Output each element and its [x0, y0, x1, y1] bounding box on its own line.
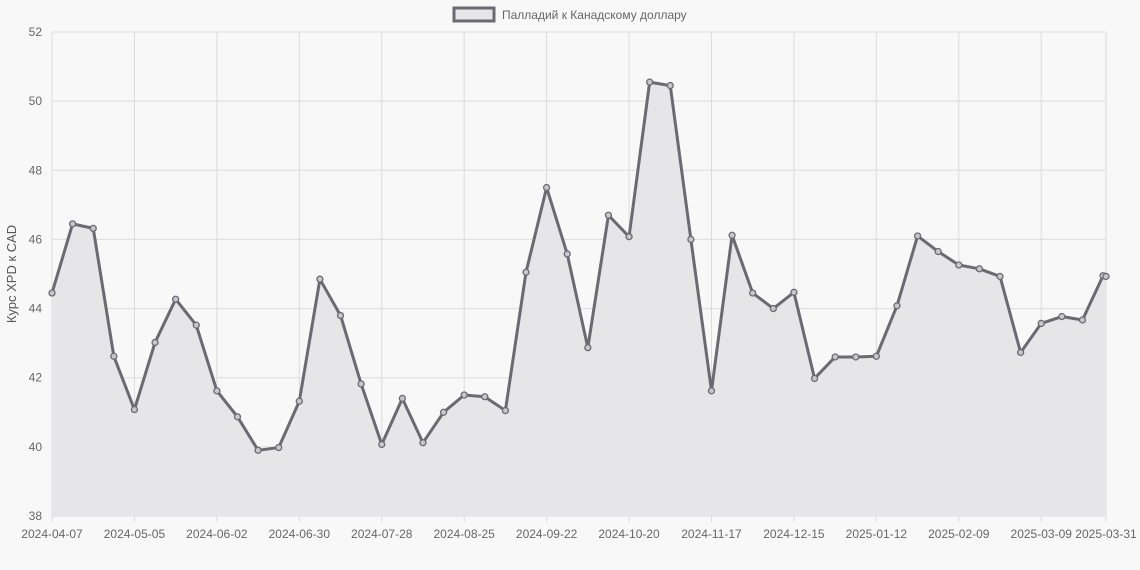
- data-point[interactable]: [913, 232, 922, 240]
- x-tick-label: 2025-03-31: [1075, 527, 1137, 541]
- y-tick-label: 52: [29, 25, 43, 39]
- y-tick-label: 38: [29, 509, 43, 523]
- data-point[interactable]: [584, 343, 592, 352]
- x-axis-tick-labels: 2024-04-07 2024-05-05 2024-06-02 2024-06-30…: [21, 527, 1137, 541]
- data-point[interactable]: [872, 352, 881, 360]
- data-point[interactable]: [1016, 348, 1025, 357]
- data-point[interactable]: [810, 374, 819, 383]
- data-point[interactable]: [48, 289, 56, 297]
- x-tick-label: 2024-04-07: [21, 527, 83, 541]
- data-point[interactable]: [996, 272, 1004, 281]
- data-point[interactable]: [1102, 272, 1110, 281]
- data-point[interactable]: [955, 261, 963, 269]
- data-point[interactable]: [831, 353, 839, 361]
- data-point[interactable]: [666, 81, 674, 90]
- y-tick-label: 44: [29, 302, 43, 316]
- data-point[interactable]: [1078, 316, 1087, 324]
- data-point[interactable]: [893, 302, 901, 310]
- data-point[interactable]: [625, 233, 633, 241]
- x-tick-label: 2024-08-25: [433, 527, 495, 541]
- data-point[interactable]: [604, 211, 613, 219]
- data-point[interactable]: [439, 408, 448, 416]
- data-point[interactable]: [522, 268, 530, 276]
- legend-label[interactable]: Палладий к Канадскому доллару: [502, 8, 687, 22]
- x-tick-label: 2025-02-09: [928, 527, 990, 541]
- x-tick-label: 2024-05-05: [104, 527, 166, 541]
- data-point[interactable]: [89, 224, 97, 233]
- data-points: [48, 78, 1110, 454]
- data-point[interactable]: [316, 275, 324, 283]
- data-point[interactable]: [934, 247, 942, 256]
- data-point[interactable]: [295, 397, 303, 405]
- data-point[interactable]: [172, 295, 180, 303]
- data-point[interactable]: [749, 289, 757, 297]
- data-point[interactable]: [687, 235, 695, 244]
- data-point[interactable]: [542, 183, 551, 192]
- data-point[interactable]: [110, 352, 118, 360]
- x-tick-label: 2024-10-20: [598, 527, 660, 541]
- y-tick-label: 46: [29, 232, 43, 246]
- data-point[interactable]: [790, 288, 798, 296]
- y-tick-label: 42: [29, 371, 43, 385]
- data-point[interactable]: [769, 304, 777, 313]
- y-tick-label: 48: [29, 163, 43, 177]
- series-area-fill: [52, 82, 1106, 516]
- y-tick-label: 40: [29, 440, 43, 454]
- data-point[interactable]: [398, 394, 407, 403]
- x-tick-label: 2024-09-22: [516, 527, 578, 541]
- data-point[interactable]: [563, 250, 571, 258]
- data-point[interactable]: [1058, 312, 1066, 321]
- data-point[interactable]: [460, 391, 468, 399]
- data-point[interactable]: [357, 380, 365, 388]
- data-point[interactable]: [501, 406, 510, 415]
- x-tick-label: 2024-07-28: [351, 527, 413, 541]
- data-point[interactable]: [254, 446, 262, 454]
- data-point[interactable]: [151, 338, 159, 347]
- data-point[interactable]: [233, 413, 242, 421]
- data-point[interactable]: [481, 393, 489, 401]
- x-tick-label: 2025-01-12: [846, 527, 908, 541]
- y-tick-label: 50: [29, 94, 43, 108]
- x-tick-label: 2024-11-17: [681, 527, 742, 541]
- data-point[interactable]: [130, 405, 139, 414]
- x-tick-label: 2024-06-30: [269, 527, 331, 541]
- x-tick-label: 2025-03-09: [1011, 527, 1073, 541]
- data-point[interactable]: [707, 387, 716, 395]
- data-point[interactable]: [852, 353, 860, 361]
- x-tick-label: 2024-06-02: [186, 527, 248, 541]
- x-tick-label: 2024-12-15: [763, 527, 825, 541]
- data-point[interactable]: [646, 78, 654, 86]
- data-point[interactable]: [213, 387, 221, 395]
- data-point[interactable]: [378, 440, 386, 449]
- data-point[interactable]: [275, 443, 283, 452]
- data-point[interactable]: [192, 321, 200, 329]
- data-point[interactable]: [1037, 319, 1045, 328]
- legend[interactable]: Палладий к Канадскому доллару: [452, 6, 687, 23]
- data-point[interactable]: [728, 231, 736, 239]
- data-point[interactable]: [336, 311, 345, 320]
- data-point[interactable]: [68, 220, 77, 228]
- data-point[interactable]: [975, 265, 984, 273]
- legend-swatch[interactable]: [452, 6, 496, 23]
- y-axis-title: Курс XPD к CAD: [4, 225, 19, 323]
- y-axis-tick-labels: 38 40 42 44 46 48 50 52: [29, 25, 43, 523]
- data-point[interactable]: [419, 439, 427, 447]
